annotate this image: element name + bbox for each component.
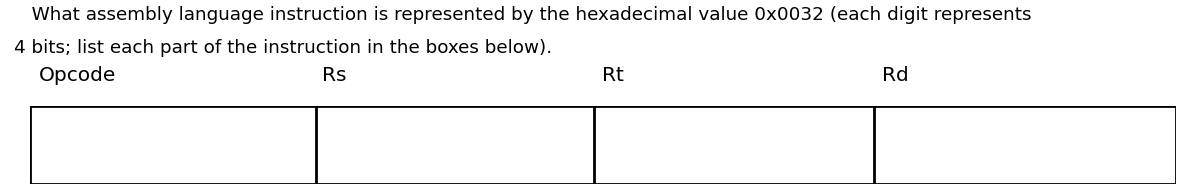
Text: Rd: Rd [882,66,908,85]
Text: What assembly language instruction is represented by the hexadecimal value 0x003: What assembly language instruction is re… [14,6,1032,24]
Text: Rt: Rt [602,66,624,85]
Text: Opcode: Opcode [38,66,115,85]
Text: Rs: Rs [322,66,346,85]
Text: 4 bits; list each part of the instruction in the boxes below).: 4 bits; list each part of the instructio… [14,39,552,57]
